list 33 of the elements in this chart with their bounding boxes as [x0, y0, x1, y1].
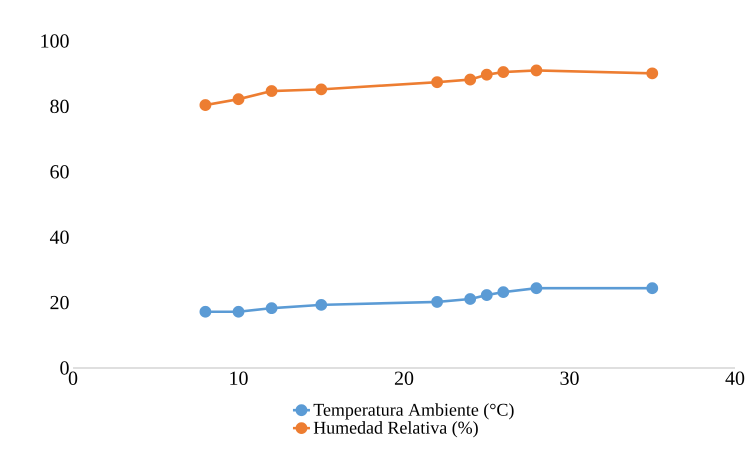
point — [497, 286, 510, 298]
y-tick-label: 20 — [50, 296, 69, 310]
x-tick-label: 0 — [68, 372, 78, 385]
point — [646, 282, 658, 294]
point — [530, 64, 542, 76]
point — [315, 83, 328, 96]
legend-label: Temperatura Ambiente (°C) — [314, 403, 514, 420]
x-tick-label: 10 — [230, 372, 248, 385]
y-tick-label: 60 — [50, 165, 69, 178]
point — [200, 306, 212, 318]
y-tick-label: 80 — [50, 100, 69, 114]
point — [646, 67, 658, 80]
point — [431, 76, 444, 88]
legend-label: Humedad Relativa (%) — [314, 421, 478, 438]
y-tick-label: 0 — [60, 361, 69, 375]
point — [464, 74, 476, 86]
point — [266, 85, 278, 97]
point — [480, 68, 493, 81]
point — [315, 298, 328, 311]
y-tick-label: 40 — [50, 230, 69, 244]
point — [480, 289, 493, 301]
point — [232, 93, 244, 106]
x-tick-label: 20 — [394, 372, 414, 385]
point — [266, 302, 278, 314]
point — [200, 99, 212, 111]
point — [464, 293, 476, 305]
point — [530, 282, 542, 294]
x-tick-label: 30 — [560, 372, 579, 385]
point — [431, 296, 444, 308]
x-tick-label: 40 — [725, 372, 744, 385]
y-tick-label: 100 — [41, 34, 69, 48]
point — [497, 66, 510, 78]
point — [232, 306, 244, 318]
